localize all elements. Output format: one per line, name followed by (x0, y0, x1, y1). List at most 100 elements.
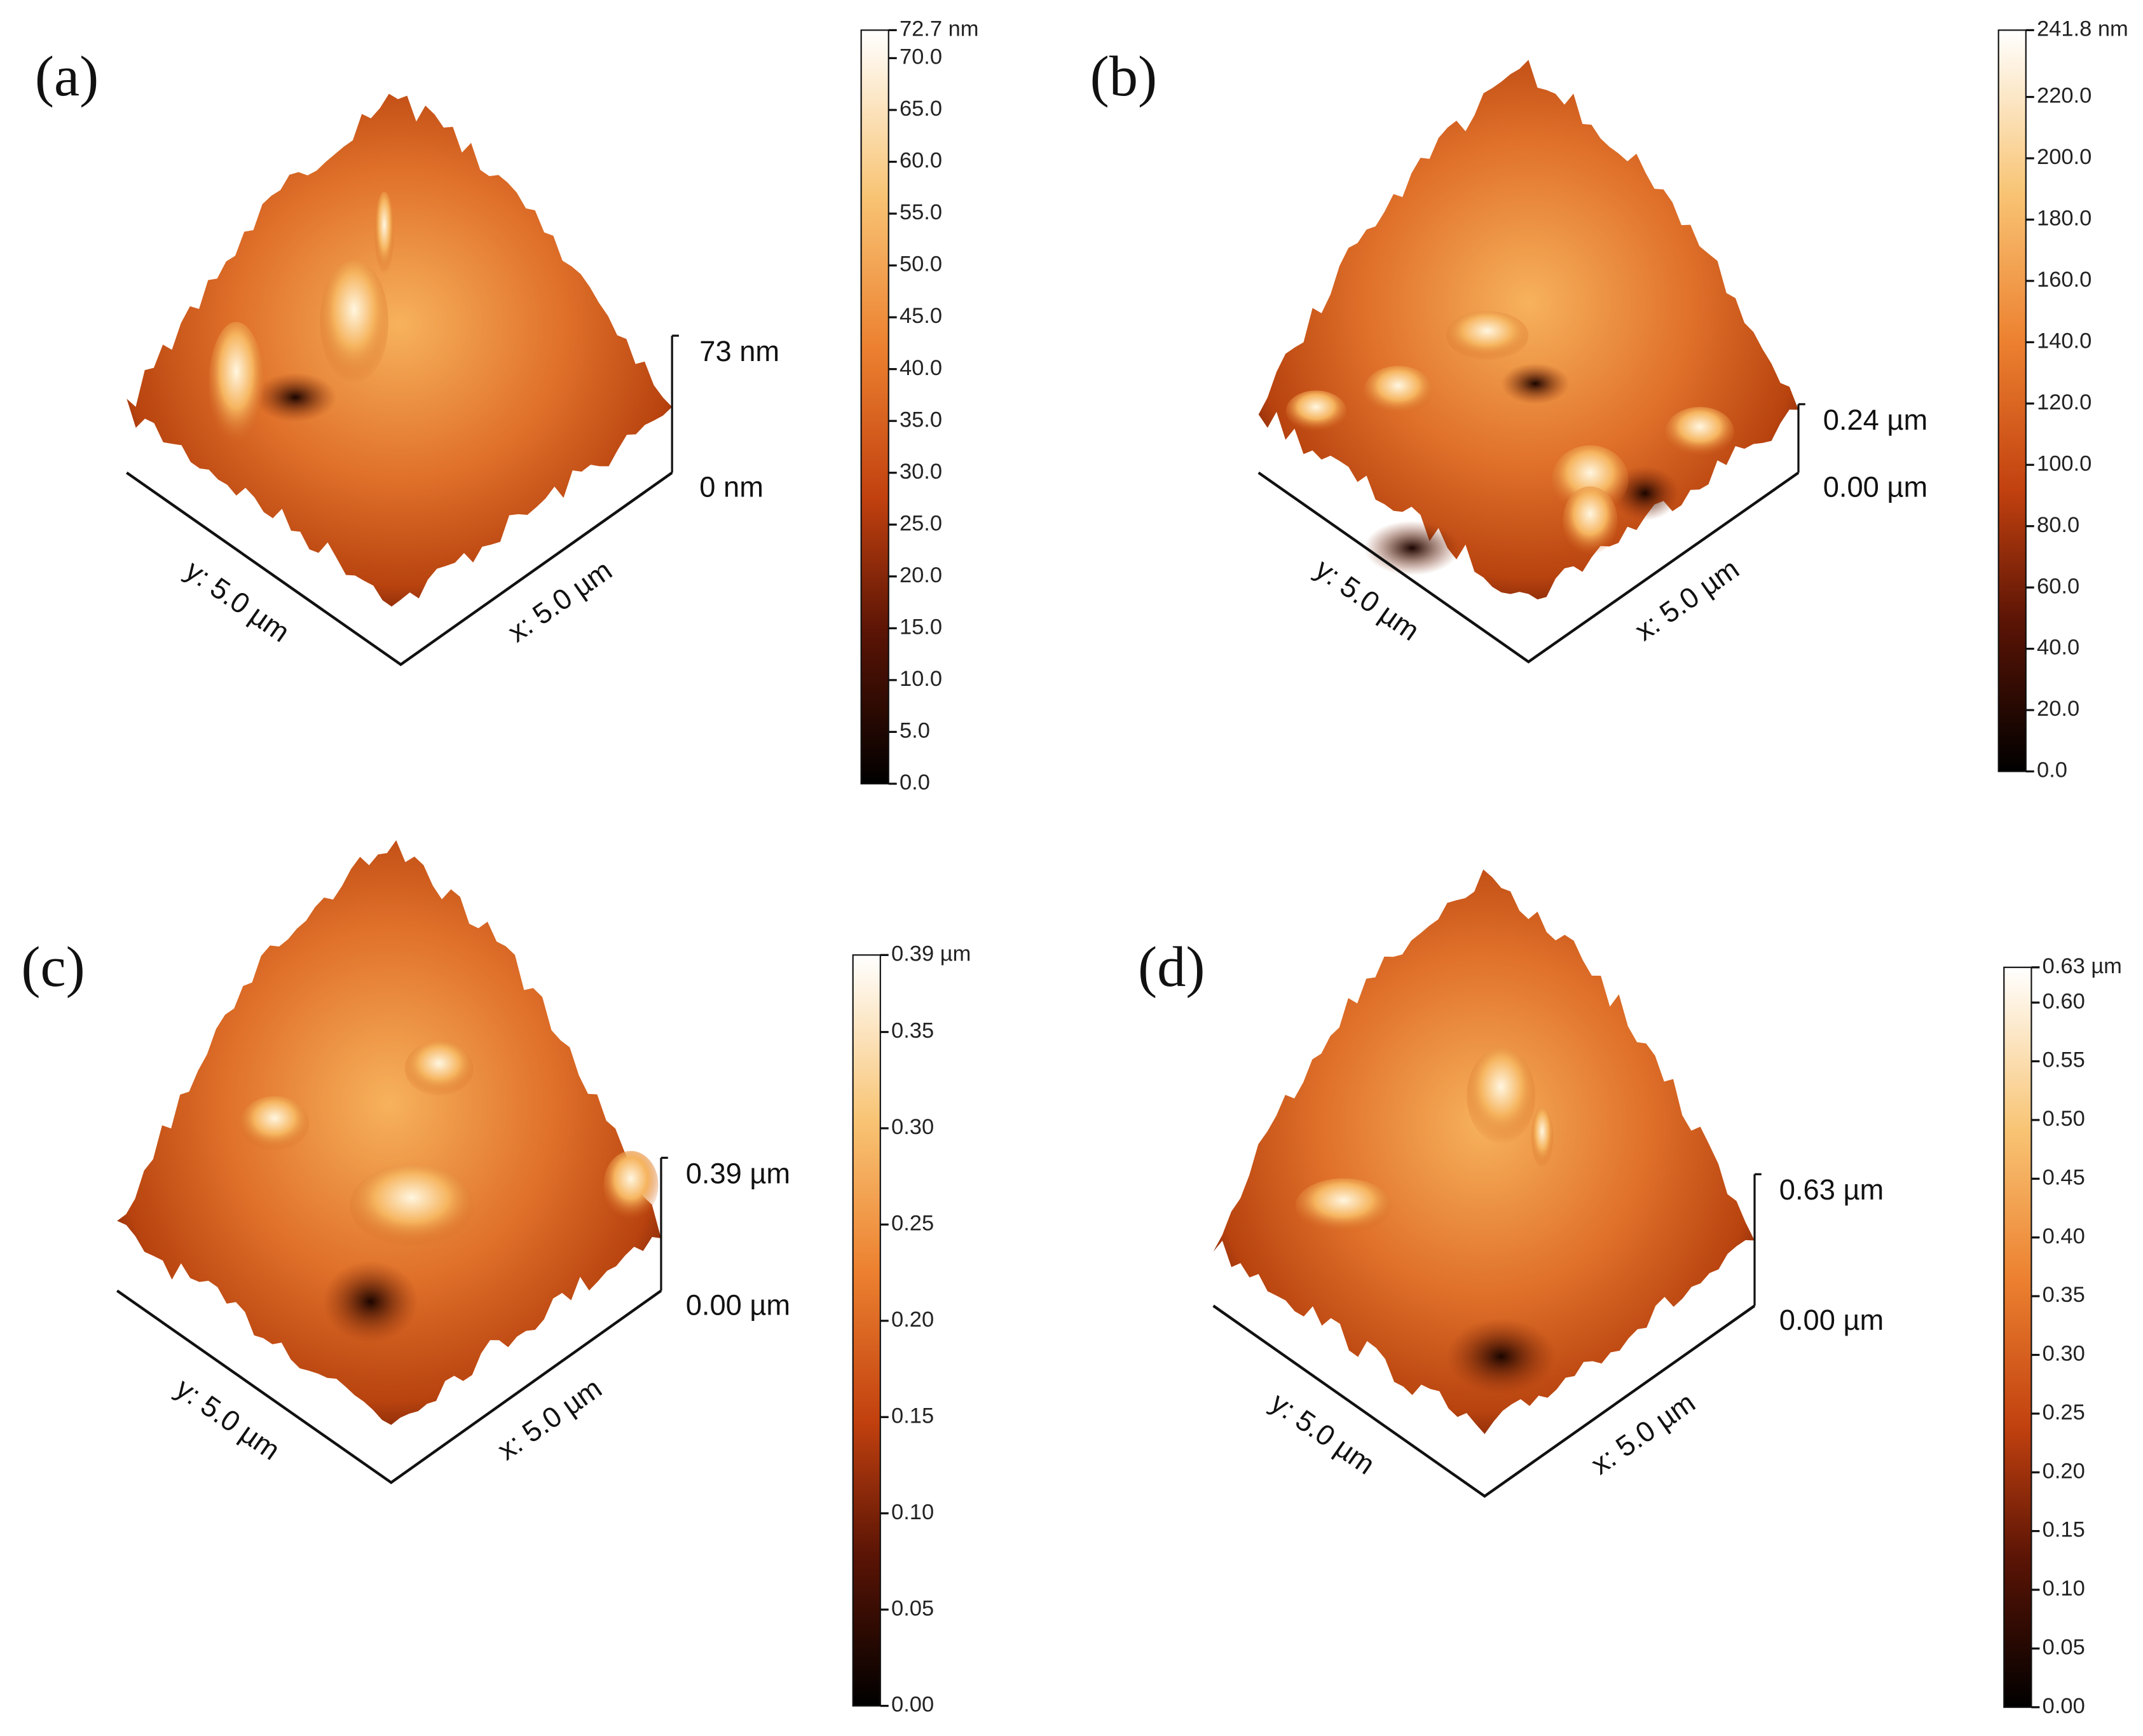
colorbar-tick-label: 0.50 (2043, 1107, 2085, 1131)
colorbar-tick-label: 50.0 (900, 252, 942, 277)
colorbar-tick-label: 0.60 (2043, 989, 2085, 1013)
surface-peak (1665, 407, 1734, 456)
colorbar-tick-label: 0.15 (2043, 1518, 2085, 1542)
colorbar-tick-label: 40.0 (2037, 636, 2079, 660)
surface-peak (240, 1096, 309, 1151)
colorbar-tick-label: 0.05 (2043, 1635, 2085, 1659)
colorbar-max-label: 241.8 nm (2037, 17, 2128, 41)
colorbar-tick-label: 15.0 (900, 615, 942, 639)
colorbar (852, 954, 881, 1707)
colorbar-tick-label: 0.0 (2037, 758, 2067, 783)
z-top-label: 0.24 µm (1823, 404, 1927, 436)
colorbar-tick-label: 220.0 (2037, 84, 2092, 108)
surface-peak (1364, 366, 1433, 416)
colorbar-tick-label: 0.30 (2043, 1342, 2085, 1366)
axis-frame (116, 1289, 662, 1484)
surface-peak (1563, 486, 1618, 555)
x-axis-label: x: 5.0 µm (1629, 552, 1744, 647)
colorbar-tick-label: 120.0 (2037, 390, 2092, 414)
colorbar-tick-label: 0.10 (891, 1500, 934, 1524)
z-bottom-label: 0.00 µm (686, 1288, 790, 1321)
colorbar-tick-label: 45.0 (900, 304, 942, 328)
y-axis-label: y: 5.0 µm (180, 554, 296, 648)
surface-peak (1531, 1107, 1554, 1168)
surface-peak (374, 191, 394, 275)
colorbar-tick-label: 180.0 (2037, 207, 2092, 231)
colorbar-tick-label: 0.00 (2043, 1694, 2085, 1718)
surface-peak (603, 1151, 659, 1220)
panel-label: (d) (1138, 934, 1205, 999)
surface (1258, 60, 1798, 600)
colorbar-tick-label: 200.0 (2037, 145, 2092, 169)
colorbar-tick-label: 0.20 (891, 1308, 934, 1332)
surface-peak (404, 1041, 474, 1097)
colorbar-tick-label: 0.30 (891, 1115, 934, 1139)
panel: (b)0.24 µm0.00 µmy: 5.0 µm x: 5.0 µm241.8… (1090, 17, 2128, 783)
colorbar-tick-label: 0.05 (891, 1596, 934, 1620)
colorbar (1997, 29, 2027, 772)
colorbar-tick-label: 30.0 (900, 460, 942, 484)
colorbar-max-label: 0.63 µm (2043, 954, 2122, 978)
z-top-label: 0.63 µm (1779, 1173, 1884, 1206)
x-axis-label: x: 5.0 µm (1585, 1386, 1701, 1480)
z-bottom-label: 0.00 µm (1823, 470, 1927, 503)
colorbar-tick-label: 10.0 (900, 667, 942, 691)
colorbar-tick-label: 25.0 (900, 511, 942, 535)
z-top-label: 0.39 µm (686, 1157, 790, 1189)
panel: (d) 0.63 µm 0.00 µm y: 5.0 µm x: 5.0 µm 0.63 … (1138, 869, 2122, 1718)
surface (127, 93, 673, 607)
colorbar-tick-label: 0.35 (2043, 1283, 2085, 1307)
colorbar (2003, 966, 2032, 1708)
colorbar-max-label: 72.7 nm (900, 17, 979, 41)
colorbar-tick-label: 55.0 (900, 200, 942, 224)
surface (117, 840, 661, 1425)
y-axis-label: y: 5.0 µm (170, 1372, 285, 1466)
z-top-label: 73 nm (699, 335, 779, 367)
panel-label: (c) (21, 934, 85, 999)
x-axis-label: x: 5.0 µm (491, 1372, 607, 1466)
x-axis-label: x: 5.0 µm (502, 554, 617, 648)
colorbar-tick-label: 0.0 (900, 770, 930, 795)
panel-label: (a) (35, 44, 99, 108)
colorbar-tick-label: 20.0 (2037, 697, 2079, 721)
surface-peak (209, 322, 264, 446)
colorbar-tick-label: 0.25 (2043, 1400, 2085, 1425)
axis-frame (1257, 471, 1800, 664)
colorbar (860, 29, 889, 785)
z-bottom-label: 0.00 µm (1779, 1304, 1884, 1336)
colorbar-tick-label: 20.0 (900, 563, 942, 587)
colorbar-tick-label: 35.0 (900, 407, 942, 432)
colorbar-tick-label: 70.0 (900, 45, 942, 69)
colorbar-tick-label: 80.0 (2037, 513, 2079, 537)
surface-pit (254, 372, 337, 422)
colorbar-tick-label: 5.0 (900, 719, 930, 743)
axis-frame (1212, 1304, 1756, 1498)
colorbar-tick-label: 0.20 (2043, 1459, 2085, 1483)
colorbar-tick-label: 100.0 (2037, 451, 2092, 475)
y-axis-label: y: 5.0 µm (1265, 1386, 1381, 1480)
surface-peak (1446, 311, 1529, 360)
colorbar-tick-label: 40.0 (900, 356, 942, 380)
surface-peak (320, 260, 388, 384)
axis-frame (126, 471, 673, 667)
colorbar-tick-label: 0.40 (2043, 1224, 2085, 1248)
colorbar-tick-label: 160.0 (2037, 268, 2092, 292)
colorbar-tick-label: 60.0 (2037, 574, 2079, 598)
surface-peak (1285, 390, 1346, 432)
colorbar-tick-label: 65.0 (900, 97, 942, 121)
surface (1213, 869, 1755, 1435)
surface-peak (1295, 1178, 1392, 1233)
colorbar-tick-label: 0.45 (2043, 1165, 2085, 1189)
colorbar-tick-label: 0.10 (2043, 1576, 2085, 1601)
surface-pit (1501, 363, 1570, 404)
colorbar-max-label: 0.39 µm (891, 941, 971, 966)
colorbar-tick-label: 0.55 (2043, 1048, 2085, 1072)
surface-pit (1446, 1318, 1556, 1395)
surface-pit (322, 1261, 419, 1343)
z-bottom-label: 0 nm (699, 470, 763, 503)
panel-label: (b) (1090, 44, 1158, 108)
colorbar-tick-label: 60.0 (900, 149, 942, 173)
colorbar-tick-label: 140.0 (2037, 329, 2092, 353)
panel: (a) 73 nm 0 nm y: 5.0 µm x: 5.0 µm 72.7 nm 0.0… (35, 17, 979, 795)
